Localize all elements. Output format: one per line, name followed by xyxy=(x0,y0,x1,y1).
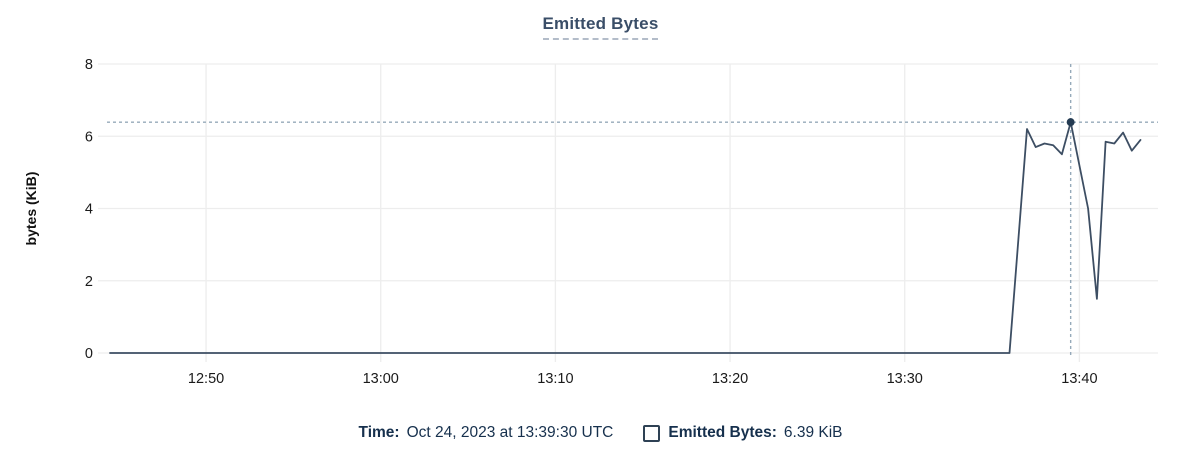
legend-time-value: Oct 24, 2023 at 13:39:30 UTC xyxy=(406,424,614,441)
series-line-emitted-bytes xyxy=(109,121,1142,354)
x-tick-label: 13:40 xyxy=(1061,371,1097,387)
chart-legend: Time: Oct 24, 2023 at 13:39:30 UTC Emitt… xyxy=(0,424,1201,442)
legend-item-emitted-bytes[interactable]: Emitted Bytes: 6.39 KiB xyxy=(643,424,843,442)
y-tick-label: 4 xyxy=(85,202,93,218)
y-tick-label: 2 xyxy=(85,274,93,290)
chart-title[interactable]: Emitted Bytes xyxy=(542,14,659,40)
y-tick-label: 8 xyxy=(85,57,93,73)
series-toggle-checkbox[interactable] xyxy=(643,424,661,442)
emitted-bytes-line-chart[interactable]: 0 2 4 6 8 12:50 13:00 13:10 13:20 13:30 13:40 bytes… xyxy=(0,0,1201,400)
chart-header: Emitted Bytes xyxy=(0,14,1201,40)
x-tick-label: 13:30 xyxy=(887,371,923,387)
x-tick-label: 13:20 xyxy=(712,371,748,387)
x-tick-label: 12:50 xyxy=(188,371,224,387)
legend-time-label: Time: xyxy=(358,424,400,441)
y-tick-label: 0 xyxy=(85,346,93,362)
highlight-point-marker xyxy=(1066,118,1075,127)
x-tick-label: 13:00 xyxy=(363,371,399,387)
legend-time: Time: Oct 24, 2023 at 13:39:30 UTC xyxy=(359,424,614,442)
legend-series-label: Emitted Bytes: xyxy=(668,424,777,441)
y-axis-title: bytes (KiB) xyxy=(23,172,39,246)
y-tick-label: 6 xyxy=(85,129,93,145)
x-tick-label: 13:10 xyxy=(537,371,573,387)
legend-series-value: 6.39 KiB xyxy=(783,424,843,441)
